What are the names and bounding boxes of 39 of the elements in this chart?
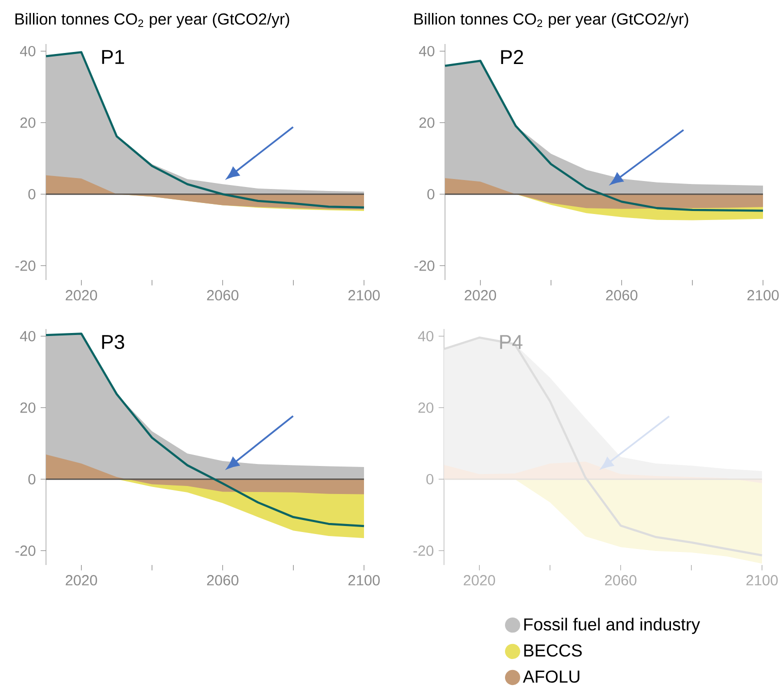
y-tick-label: 20 (20, 117, 36, 128)
y-tick-label: 20 (20, 402, 36, 413)
x-tick-label: 2020 (464, 575, 496, 586)
legend-label: AFOLU (522, 670, 580, 683)
x-tick-label: 2060 (207, 575, 238, 586)
x-tick-label: 2060 (606, 290, 638, 300)
line-series (44, 332, 366, 528)
chart-title: P1 (102, 50, 124, 64)
y-axis-title: Billion tonnes CO$_{2}$ per year (GtCO2/yr) (414, 12, 688, 28)
y-tick-label: 40 (20, 330, 36, 342)
line-series (442, 336, 764, 556)
y-tick-label: 40 (418, 46, 434, 56)
x-tick-label: 2020 (66, 290, 98, 300)
x-tick-label: 2100 (348, 290, 380, 300)
y-tick-label: -20 (414, 260, 434, 271)
y-tick-label: 40 (20, 46, 36, 56)
y-tick-label: -20 (15, 546, 36, 556)
y-axis-title: Billion tonnes CO$_{2}$ per year (GtCO2/yr) (15, 12, 290, 28)
x-tick-label: 2060 (207, 290, 238, 300)
x-tick-label: 2100 (747, 290, 779, 300)
y-tick-label: 20 (419, 117, 434, 128)
chart-title: P3 (102, 334, 124, 350)
y-tick-label: -20 (413, 546, 434, 556)
x-tick-label: 2020 (464, 290, 496, 300)
legend-label: Fossil fuel and industry (524, 618, 700, 634)
y-tick-label: 0 (28, 189, 36, 200)
chart-title: P2 (501, 50, 524, 64)
y-tick-label: 0 (426, 474, 434, 484)
y-tick-label: 0 (28, 474, 36, 484)
y-tick-label: 0 (427, 189, 434, 200)
legend-label: BECCS (524, 644, 582, 657)
y-tick-label: -20 (15, 260, 36, 271)
y-tick-label: 40 (418, 330, 434, 342)
x-tick-label: 2060 (605, 575, 636, 586)
chart-title: P4 (500, 335, 522, 349)
x-tick-label: 2100 (348, 575, 380, 586)
x-tick-label: 2020 (66, 575, 98, 586)
y-tick-label: 20 (418, 402, 434, 413)
x-tick-label: 2100 (746, 575, 778, 586)
